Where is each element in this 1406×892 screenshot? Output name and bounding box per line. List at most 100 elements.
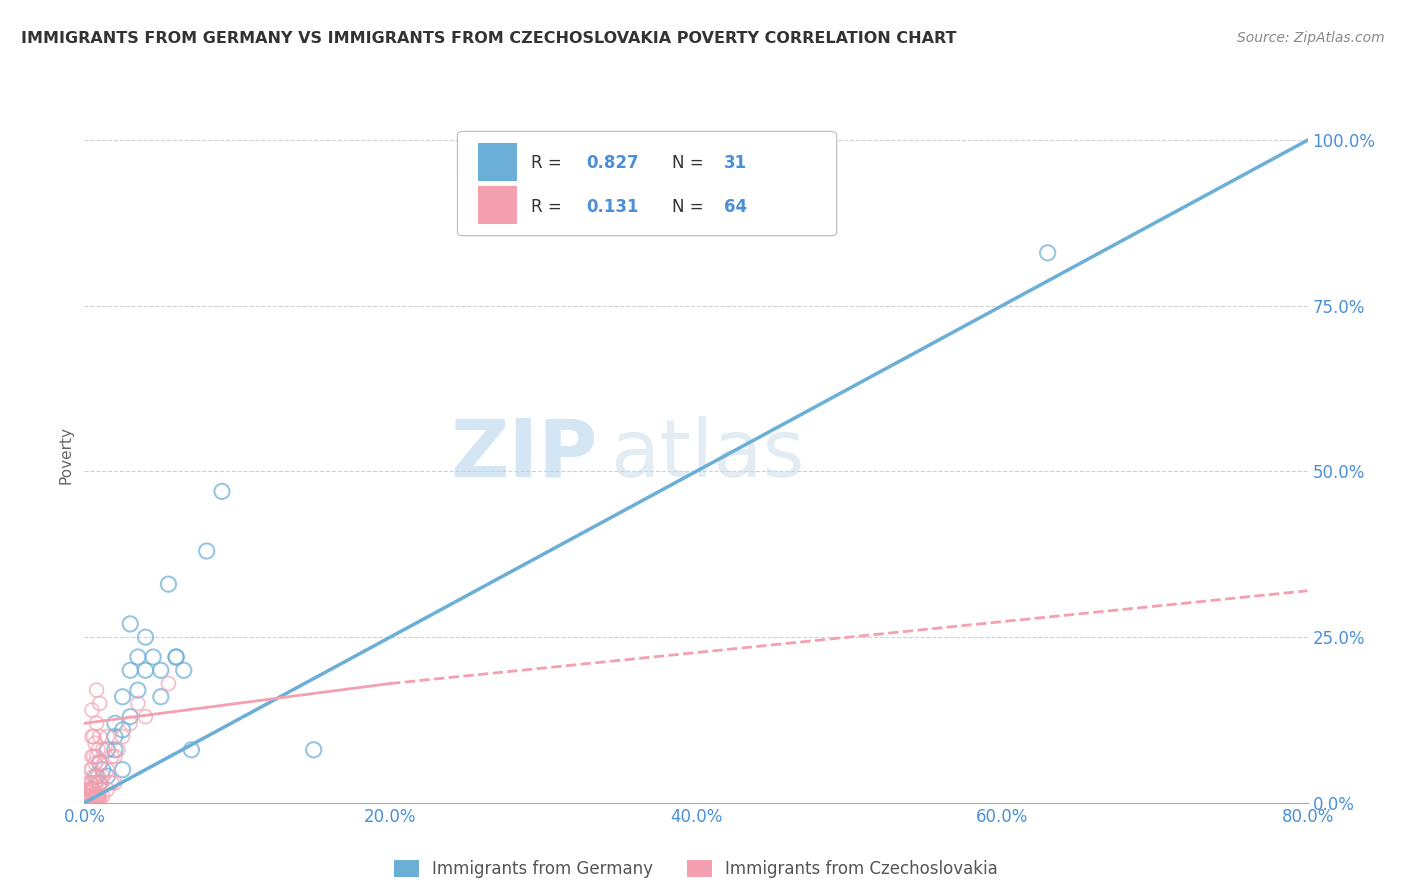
Legend: Immigrants from Germany, Immigrants from Czechoslovakia: Immigrants from Germany, Immigrants from…	[388, 854, 1004, 885]
Point	[89, 730, 111, 744]
Point	[96, 769, 118, 783]
Point	[87, 743, 110, 757]
Point	[104, 743, 127, 757]
Text: IMMIGRANTS FROM GERMANY VS IMMIGRANTS FROM CZECHOSLOVAKIA POVERTY CORRELATION CH: IMMIGRANTS FROM GERMANY VS IMMIGRANTS FR…	[21, 31, 956, 46]
Point	[104, 716, 127, 731]
Point	[86, 683, 108, 698]
Point	[157, 577, 180, 591]
Point	[79, 782, 101, 797]
Text: Source: ZipAtlas.com: Source: ZipAtlas.com	[1237, 31, 1385, 45]
Point	[87, 792, 110, 806]
Point	[111, 723, 134, 737]
Text: R =: R =	[531, 197, 572, 216]
Point	[91, 763, 114, 777]
Point	[135, 663, 157, 677]
Point	[89, 789, 111, 804]
Point	[87, 769, 110, 783]
Point	[127, 697, 149, 711]
Point	[142, 650, 165, 665]
Point	[86, 792, 108, 806]
Point	[120, 616, 142, 631]
Point	[80, 792, 103, 806]
Point	[104, 730, 127, 744]
Point	[91, 789, 114, 804]
Point	[83, 782, 105, 797]
Point	[107, 743, 129, 757]
Point	[91, 743, 114, 757]
Point	[180, 743, 202, 757]
Point	[195, 544, 218, 558]
Y-axis label: Poverty: Poverty	[58, 425, 73, 484]
Point	[96, 743, 118, 757]
Point	[96, 763, 118, 777]
Point	[89, 756, 111, 770]
Point	[84, 789, 107, 804]
Bar	[478, 144, 517, 181]
Point	[104, 776, 127, 790]
Point	[111, 690, 134, 704]
Point	[80, 782, 103, 797]
Point	[79, 763, 101, 777]
Point	[80, 763, 103, 777]
Point	[165, 650, 187, 665]
Text: 0.131: 0.131	[586, 197, 638, 216]
Point	[91, 769, 114, 783]
Point	[80, 789, 103, 804]
Point	[1036, 245, 1059, 260]
Point	[77, 792, 100, 806]
Point	[101, 776, 124, 790]
Point	[80, 782, 103, 797]
Point	[84, 736, 107, 750]
Point	[79, 776, 101, 790]
Point	[211, 484, 233, 499]
Point	[111, 730, 134, 744]
Point	[96, 730, 118, 744]
Bar	[478, 186, 517, 224]
Point	[149, 690, 172, 704]
Point	[104, 749, 127, 764]
Point	[83, 749, 105, 764]
Point	[127, 650, 149, 665]
Point	[83, 769, 105, 783]
Point	[80, 730, 103, 744]
Point	[127, 683, 149, 698]
Point	[83, 792, 105, 806]
Text: 0.827: 0.827	[586, 153, 638, 171]
Point	[76, 792, 98, 806]
Point	[77, 789, 100, 804]
Point	[101, 749, 124, 764]
Point	[120, 663, 142, 677]
Text: R =: R =	[531, 153, 567, 171]
Point	[89, 776, 111, 790]
Point	[76, 782, 98, 797]
Point	[77, 776, 100, 790]
Text: 64: 64	[724, 197, 747, 216]
Point	[84, 756, 107, 770]
Point	[157, 676, 180, 690]
Point	[86, 789, 108, 804]
Point	[79, 789, 101, 804]
Point	[135, 709, 157, 723]
Point	[83, 789, 105, 804]
Point	[135, 630, 157, 644]
Point	[86, 749, 108, 764]
Point	[96, 782, 118, 797]
Point	[73, 796, 96, 810]
Text: ZIP: ZIP	[451, 416, 598, 494]
Point	[120, 709, 142, 723]
Point	[79, 792, 101, 806]
Point	[111, 763, 134, 777]
Text: N =: N =	[672, 153, 709, 171]
Text: 31: 31	[724, 153, 747, 171]
Point	[80, 703, 103, 717]
Point	[84, 792, 107, 806]
Point	[87, 789, 110, 804]
Text: atlas: atlas	[610, 416, 804, 494]
FancyBboxPatch shape	[457, 131, 837, 235]
Point	[89, 756, 111, 770]
Text: N =: N =	[672, 197, 709, 216]
Point	[80, 776, 103, 790]
Point	[86, 716, 108, 731]
Point	[173, 663, 195, 677]
Point	[120, 716, 142, 731]
